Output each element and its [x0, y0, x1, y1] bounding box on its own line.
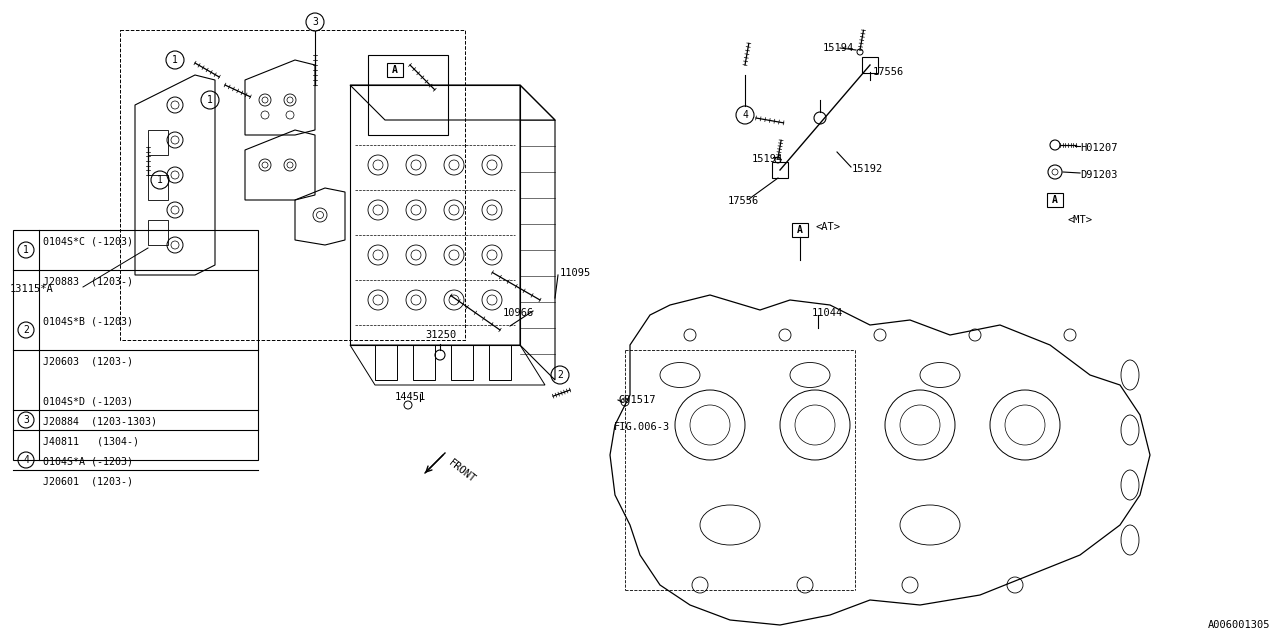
- Text: J20884  (1203-1303): J20884 (1203-1303): [44, 416, 157, 426]
- Text: FIG.006-3: FIG.006-3: [614, 422, 671, 432]
- Bar: [148, 220, 168, 245]
- Text: 4: 4: [742, 110, 748, 120]
- Text: 1: 1: [23, 245, 29, 255]
- Text: J20603  (1203-): J20603 (1203-): [44, 356, 133, 366]
- Text: <MT>: <MT>: [1068, 215, 1093, 225]
- Bar: [13, 230, 259, 460]
- Text: A: A: [1052, 195, 1059, 205]
- Text: 2: 2: [23, 325, 29, 335]
- Text: 11044: 11044: [812, 308, 844, 318]
- Text: A: A: [797, 225, 803, 235]
- Bar: [772, 162, 788, 178]
- Text: 15194: 15194: [753, 154, 783, 164]
- Bar: [861, 57, 878, 73]
- Text: D91203: D91203: [1080, 170, 1117, 180]
- Bar: [120, 30, 465, 340]
- Bar: [13, 230, 259, 310]
- Bar: [387, 63, 403, 77]
- Text: J20601  (1203-): J20601 (1203-): [44, 476, 133, 486]
- Bar: [1047, 193, 1062, 207]
- Text: 0104S*B (-1203): 0104S*B (-1203): [44, 316, 133, 326]
- Bar: [148, 130, 168, 155]
- Bar: [451, 345, 474, 380]
- Text: 3: 3: [312, 17, 317, 27]
- Bar: [375, 345, 397, 380]
- Text: 1: 1: [157, 175, 163, 185]
- Text: 15194: 15194: [823, 43, 854, 53]
- Text: 3: 3: [23, 415, 29, 425]
- Bar: [369, 55, 448, 135]
- Text: 0104S*D (-1203): 0104S*D (-1203): [44, 396, 133, 406]
- Text: 2: 2: [557, 370, 563, 380]
- Bar: [148, 175, 168, 200]
- Text: H01207: H01207: [1080, 143, 1117, 153]
- Text: 15192: 15192: [852, 164, 883, 174]
- Text: 1: 1: [172, 55, 178, 65]
- Text: J20883  (1203-): J20883 (1203-): [44, 276, 133, 286]
- Text: A: A: [392, 65, 398, 75]
- Text: 10966: 10966: [503, 308, 534, 318]
- Text: 1: 1: [207, 95, 212, 105]
- Bar: [489, 345, 511, 380]
- Text: 0104S*C (-1203): 0104S*C (-1203): [44, 236, 133, 246]
- Text: 0104S*A (-1203): 0104S*A (-1203): [44, 456, 133, 466]
- Text: A006001305: A006001305: [1207, 620, 1270, 630]
- Text: 13115*A: 13115*A: [10, 284, 54, 294]
- Text: <AT>: <AT>: [815, 222, 840, 232]
- Text: 11095: 11095: [561, 268, 591, 278]
- Text: 4: 4: [23, 455, 29, 465]
- Text: G91517: G91517: [618, 395, 655, 405]
- Text: J40811   (1304-): J40811 (1304-): [44, 436, 140, 446]
- Text: 14451: 14451: [396, 392, 426, 402]
- Text: 31250: 31250: [425, 330, 456, 340]
- Text: FRONT: FRONT: [447, 458, 477, 485]
- Bar: [792, 223, 808, 237]
- Text: 17556: 17556: [728, 196, 759, 206]
- Text: 17556: 17556: [873, 67, 904, 77]
- Bar: [413, 345, 435, 380]
